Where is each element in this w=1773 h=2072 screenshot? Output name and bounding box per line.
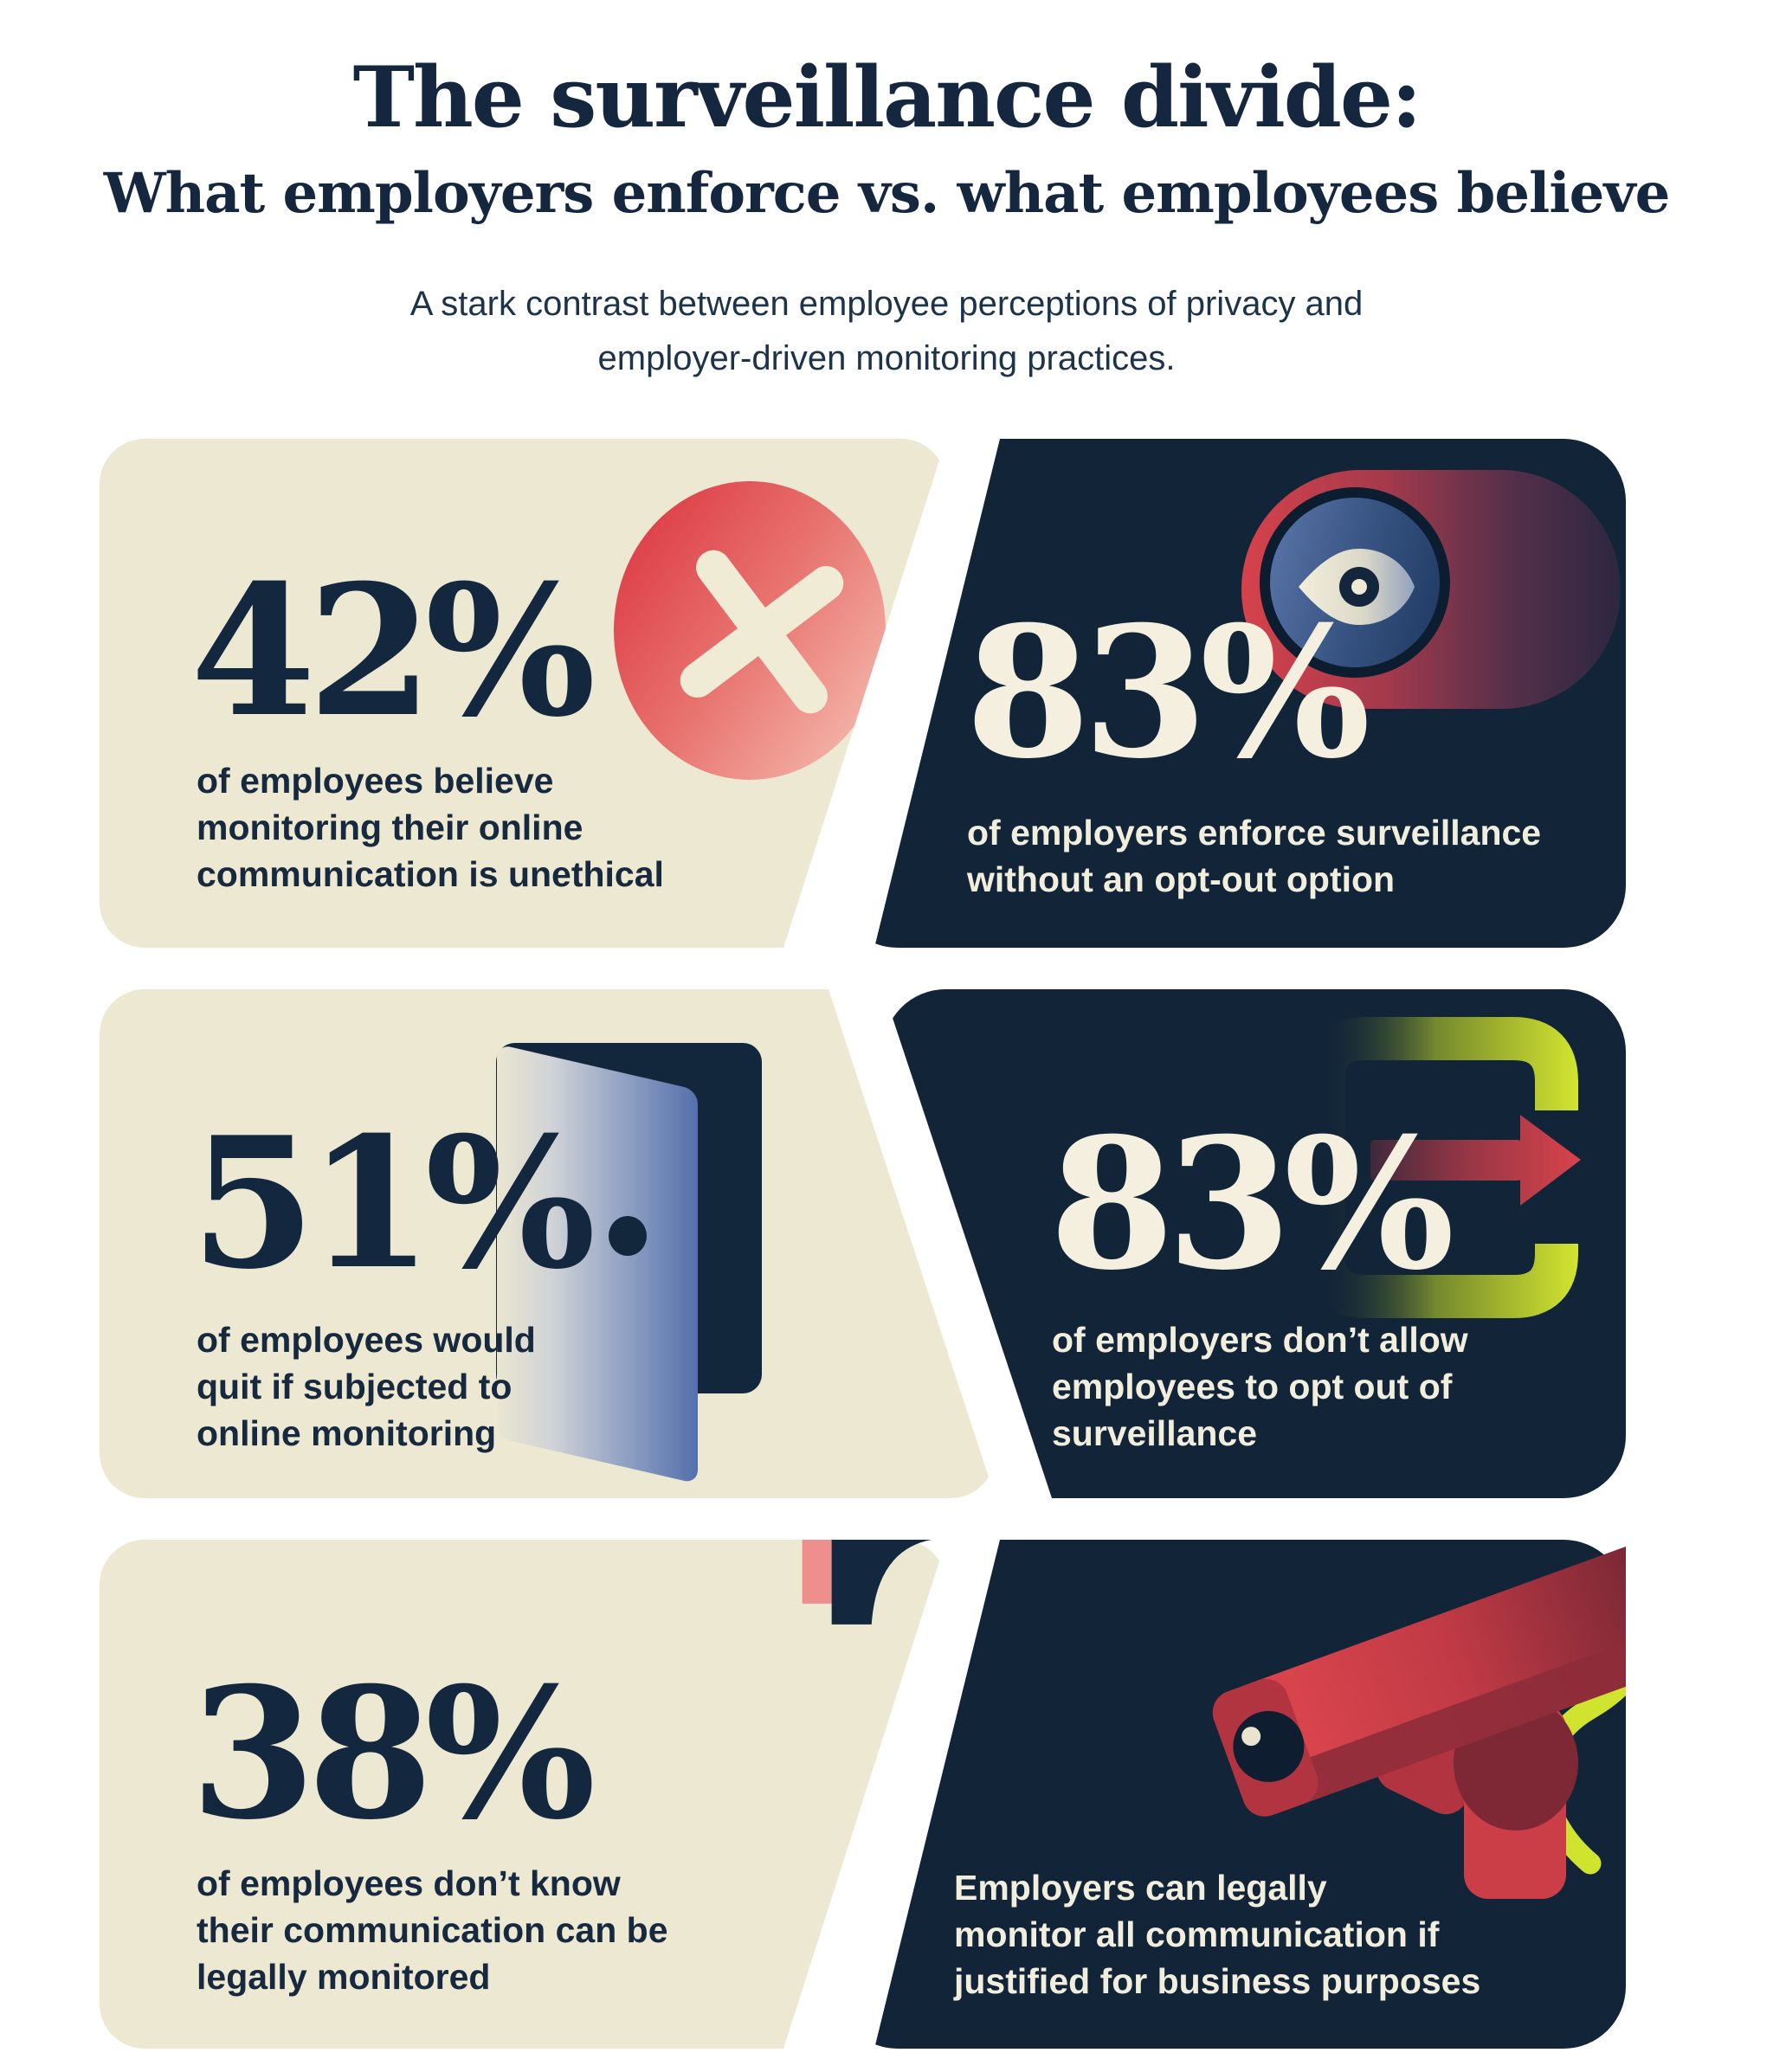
stat-description: Employers can legally monitor all commun… <box>954 1864 1480 2004</box>
stat-description-line: online monitoring <box>197 1413 497 1453</box>
stat-description: of employees don’t know their communicat… <box>197 1860 668 2000</box>
eye-toggle-icon <box>1299 549 1415 625</box>
stat-description-line: Employers can legally <box>954 1868 1327 1908</box>
cross-icon <box>670 540 854 724</box>
stat-description-line: communication is unethical <box>197 854 664 894</box>
stat-description: of employers enforce surveillance withou… <box>967 809 1541 903</box>
stat-description-line: monitor all communication if <box>954 1914 1440 1954</box>
stat-description-line: justified for business purposes <box>954 1961 1481 2001</box>
camera-body <box>1212 1541 1626 1817</box>
page-description-line1: A stark contrast between employee percep… <box>409 285 1364 323</box>
stat-description-line: monitoring their online <box>197 808 583 847</box>
stat-panel-employees-quit: 51% of employees would quit if subjected… <box>100 989 996 1498</box>
page-title: The surveillance divide: <box>352 48 1422 146</box>
stat-description-line: surveillance <box>1052 1413 1258 1453</box>
stat-panel-employees-dont-know: ? 38% of employees don’t know their comm… <box>100 1540 946 2049</box>
stat-description: of employees would quit if subjected to … <box>197 1316 536 1457</box>
stat-value: 51% <box>190 1098 596 1309</box>
stat-description-line: without an opt-out option <box>967 859 1396 899</box>
cctv-camera-icon <box>1212 1541 1626 1899</box>
stat-description-line: of employees would <box>197 1320 536 1360</box>
stat-description-line: quit if subjected to <box>197 1367 513 1406</box>
stat-value: 42% <box>190 546 596 757</box>
stat-description-line: of employers don’t allow <box>1052 1320 1468 1360</box>
stat-description: of employees believe monitoring their on… <box>197 757 664 898</box>
stat-description-line: of employers enforce surveillance <box>967 813 1542 853</box>
stat-panel-employees-unethical: 42% of employees believe monitoring thei… <box>100 439 946 948</box>
stat-description-line: legally monitored <box>197 1957 491 1997</box>
stat-value: 38% <box>190 1649 596 1860</box>
stat-description-line: of employees believe <box>197 761 554 801</box>
door-knob-icon <box>609 1216 647 1256</box>
stat-description: of employers don’t allow employees to op… <box>1052 1316 1468 1457</box>
stat-panel-employers-enforce: 83% of employers enforce surveillance wi… <box>874 439 1626 948</box>
stat-value: 83% <box>1049 1099 1454 1310</box>
stat-description-line: of employees don’t know <box>197 1863 621 1903</box>
stat-panel-employers-no-optout: 83% of employers don’t allow employees t… <box>883 989 1626 1498</box>
page-subtitle-heading: What employers enforce vs. what employee… <box>103 161 1671 226</box>
stat-value: 83% <box>965 588 1370 799</box>
page-description-line2: employer-driven monitoring practices. <box>597 339 1176 377</box>
stat-panel-legal-monitoring: Employers can legally monitor all commun… <box>874 1540 1626 2049</box>
stat-description-line: their communication can be <box>197 1910 668 1950</box>
exit-arrow-icon <box>1301 1017 1581 1318</box>
stat-description-line: employees to opt out of <box>1052 1367 1453 1406</box>
camera-lens-glint <box>1241 1727 1261 1747</box>
page-description: A stark contrast between employee percep… <box>0 277 1773 386</box>
